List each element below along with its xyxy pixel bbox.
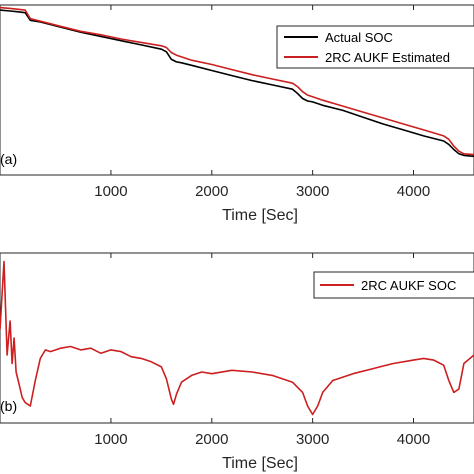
x-tick-label: 2000 — [195, 431, 228, 448]
panel-a-x-axis-label: Time [Sec] — [222, 207, 298, 224]
panel-b: 1000 2000 3000 4000 (b) Time [Sec] 2RC AUKF… — [0, 252, 474, 472]
panel-b-plot-area — [0, 260, 474, 416]
panel-b-axes-box — [0, 252, 474, 424]
x-tick-label: 1000 — [94, 431, 127, 448]
series-line-2rc-aukf-soc — [0, 260, 474, 416]
panel-a-x-ticks: 1000 2000 3000 4000 — [94, 5, 430, 200]
panel-a-plot-area — [0, 6, 474, 158]
panel-a-axes-box — [0, 4, 474, 176]
x-tick-label: 2000 — [195, 183, 228, 200]
x-tick-label: 3000 — [296, 431, 329, 448]
panel-a: 1000 2000 3000 4000 (a) Time [Sec] Actual S… — [0, 4, 474, 224]
x-tick-label: 4000 — [397, 183, 430, 200]
x-tick-label: 3000 — [296, 183, 329, 200]
panel-a-label: (a) — [0, 151, 17, 167]
panel-b-legend: 2RC AUKF SOC — [313, 271, 474, 299]
legend-label-2rc-aukf-soc: 2RC AUKF SOC — [361, 278, 456, 293]
x-tick-label: 1000 — [94, 183, 127, 200]
x-tick-label: 4000 — [397, 431, 430, 448]
panel-b-x-ticks: 1000 2000 3000 4000 — [94, 253, 430, 448]
panel-a-legend: Actual SOC 2RC AUKF Estimated — [276, 25, 474, 69]
panel-b-x-axis-label: Time [Sec] — [222, 455, 298, 472]
panel-b-label: (b) — [0, 398, 17, 414]
series-line-2rc-aukf-estimated — [0, 6, 474, 156]
legend-label-actual-soc: Actual SOC — [325, 30, 393, 45]
legend-label-2rc-aukf-estimated: 2RC AUKF Estimated — [325, 50, 450, 65]
panel-a-legend-box — [276, 25, 474, 69]
